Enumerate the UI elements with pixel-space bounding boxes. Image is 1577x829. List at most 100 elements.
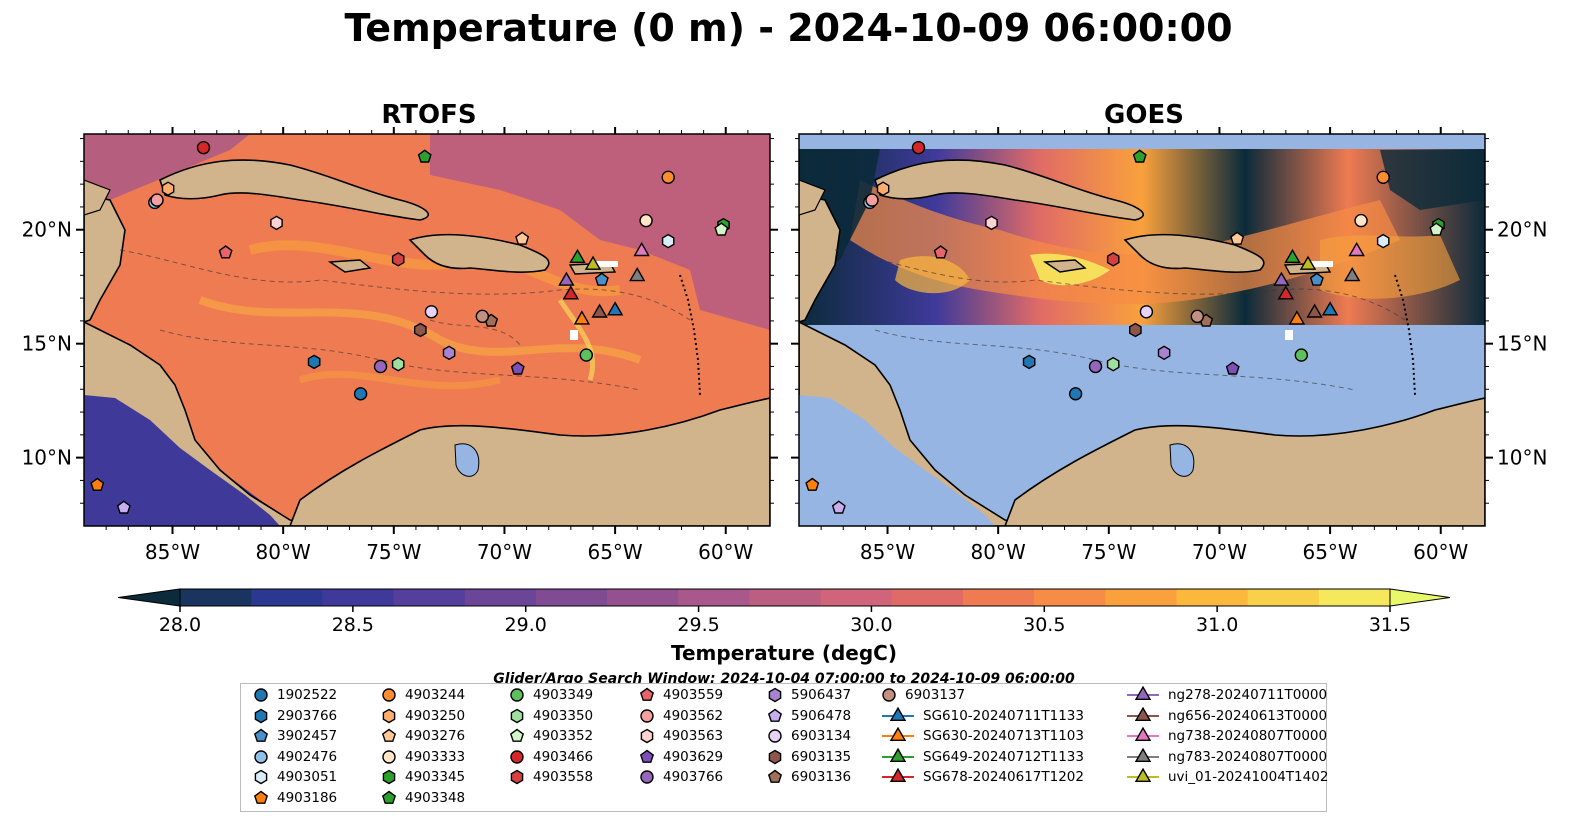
- legend-item: 6903136: [767, 767, 851, 787]
- legend-marker: [767, 770, 783, 784]
- legend-marker: [254, 708, 268, 723]
- legend-label: 4903562: [663, 707, 724, 724]
- legend-label: SG678-20240617T1202: [923, 769, 1084, 786]
- observation-marker-4903348: [1132, 149, 1147, 163]
- colorbar-segment: [1034, 589, 1106, 606]
- legend-item: 5906478: [767, 706, 851, 726]
- colorbar-segment: [891, 589, 964, 606]
- observation-marker-4903629: [510, 361, 525, 375]
- legend-label: ng278-20240711T0000: [1168, 687, 1328, 703]
- legend-label: 3902457: [277, 728, 338, 745]
- legend-item: SG678-20240617T1202: [881, 767, 1084, 787]
- legend-item: 2903766: [253, 706, 337, 726]
- legend-marker-circle-icon: [640, 770, 654, 785]
- legend-label: 4903244: [405, 687, 466, 703]
- south-america-land: [289, 397, 770, 526]
- jamaica-land: [327, 259, 372, 273]
- observation-marker-SG678-20240617T1202: [1277, 285, 1295, 300]
- legend-item: 4903563: [639, 726, 723, 746]
- legend-item: 3902457: [253, 726, 337, 746]
- legend-marker-hexagon-icon: [382, 708, 396, 723]
- axis-ticks: 85°W 80°W 75°W 70°W 65°W 60°W 20°N 15°N 10°N 85°W…: [22, 127, 1547, 564]
- legend-marker: [768, 687, 782, 703]
- colorbar-segment: [607, 589, 679, 606]
- observation-marker-4903629: [1225, 361, 1240, 375]
- legend-marker-pentagon-icon: [253, 728, 269, 743]
- colorbar-label: Temperature (degC): [671, 641, 897, 665]
- legend-item: 6903134: [767, 726, 851, 746]
- figure-title: Temperature (0 m) - 2024-10-09 06:00:00: [344, 6, 1233, 50]
- legend-label: 1902522: [277, 687, 338, 703]
- observation-marker-4903563: [985, 215, 998, 231]
- observation-marker-4903244: [1376, 170, 1390, 185]
- observation-marker-4903466: [911, 140, 926, 155]
- legend-marker: [510, 708, 524, 723]
- observation-marker-5906437: [442, 345, 456, 361]
- legend-marker: [882, 688, 896, 702]
- rtofs-atlantic-cool-region: [430, 134, 770, 330]
- legend-marker-pentagon-icon: [381, 728, 397, 743]
- legend-marker-circle-icon: [254, 750, 268, 764]
- legend-marker-hexagon-icon: [768, 687, 782, 703]
- legend-label: 4903350: [533, 707, 594, 724]
- legend-item: SG610-20240711T1133: [881, 706, 1084, 726]
- legend-marker: [382, 708, 396, 723]
- legend-marker: [640, 708, 654, 723]
- lon-tick-label: 70°W: [1192, 540, 1247, 564]
- lon-tick-label: 85°W: [145, 540, 200, 564]
- legend-label: 4903352: [533, 728, 594, 745]
- legend-marker-hexagon-icon: [254, 770, 268, 785]
- legend-label: 6903134: [791, 728, 852, 745]
- legend-marker: [382, 770, 396, 785]
- legend-label: ng783-20240807T0000: [1168, 748, 1328, 765]
- observation-marker-6903137: [1190, 309, 1205, 324]
- lon-tick-label: 85°W: [860, 540, 915, 564]
- legend-marker-pentagon-icon: [253, 790, 269, 804]
- legend-marker: [253, 728, 269, 743]
- legend-label: 4903250: [405, 707, 466, 724]
- cuba-land: [159, 159, 429, 221]
- colorbar-segment: [535, 589, 608, 606]
- observation-marker-1902522: [353, 387, 368, 401]
- colorbar-tick-label: 30.5: [1023, 614, 1065, 636]
- legend-marker: [381, 728, 397, 743]
- legend-item: 4902476: [253, 747, 337, 767]
- legend-marker-triangle-icon: [1127, 768, 1159, 783]
- legend-marker-triangle-icon: [882, 726, 914, 742]
- colorbar-segment: [251, 589, 323, 606]
- legend-marker-circle-icon: [768, 729, 782, 743]
- legend-item: 4903559: [639, 685, 723, 705]
- legend-marker-hexagon-icon: [254, 708, 268, 723]
- legend-marker-triangle-icon: [882, 747, 914, 762]
- lon-tick-label: 70°W: [477, 540, 532, 564]
- legend-marker: [889, 726, 907, 742]
- legend-label: SG630-20240713T1103: [923, 728, 1084, 745]
- legend-marker-circle-icon: [382, 750, 396, 764]
- observation-marker-SG610-20240711T1133: [606, 301, 624, 316]
- lat-tick-label-left: 15°N: [22, 332, 72, 356]
- colorbar-tick-label: 28.0: [159, 614, 201, 636]
- legend-label: 4903276: [405, 728, 466, 745]
- observation-marker-4903766: [1088, 359, 1103, 374]
- observation-marker-SG649-20240712T1133: [569, 248, 586, 263]
- legend-label: 4903558: [533, 769, 594, 786]
- observation-marker-4903250: [161, 181, 175, 197]
- observation-marker-4903352: [714, 222, 729, 236]
- legend: 1902522 2903766 3902457 4902476 4903051 49031…: [240, 683, 1329, 812]
- legend-label: 6903135: [791, 748, 852, 765]
- legend-label: uvi_01-20241004T1402: [1168, 769, 1329, 786]
- observation-marker-4903244: [661, 170, 675, 185]
- legend-marker-pentagon-icon: [381, 790, 397, 804]
- legend-label: 4903466: [533, 748, 594, 765]
- colorbar-segment: [1247, 589, 1320, 606]
- observation-marker-6903135: [1128, 322, 1142, 338]
- legend-marker: [510, 770, 524, 785]
- legend-marker: [382, 750, 396, 764]
- legend-marker-triangle-icon: [882, 768, 914, 783]
- observation-marker-6903137: [475, 309, 490, 324]
- legend-item: 4903345: [381, 767, 465, 787]
- legend-item: 4903250: [381, 706, 465, 726]
- lon-tick-label: 65°W: [1302, 540, 1357, 564]
- legend-marker-pentagon-icon: [767, 708, 783, 722]
